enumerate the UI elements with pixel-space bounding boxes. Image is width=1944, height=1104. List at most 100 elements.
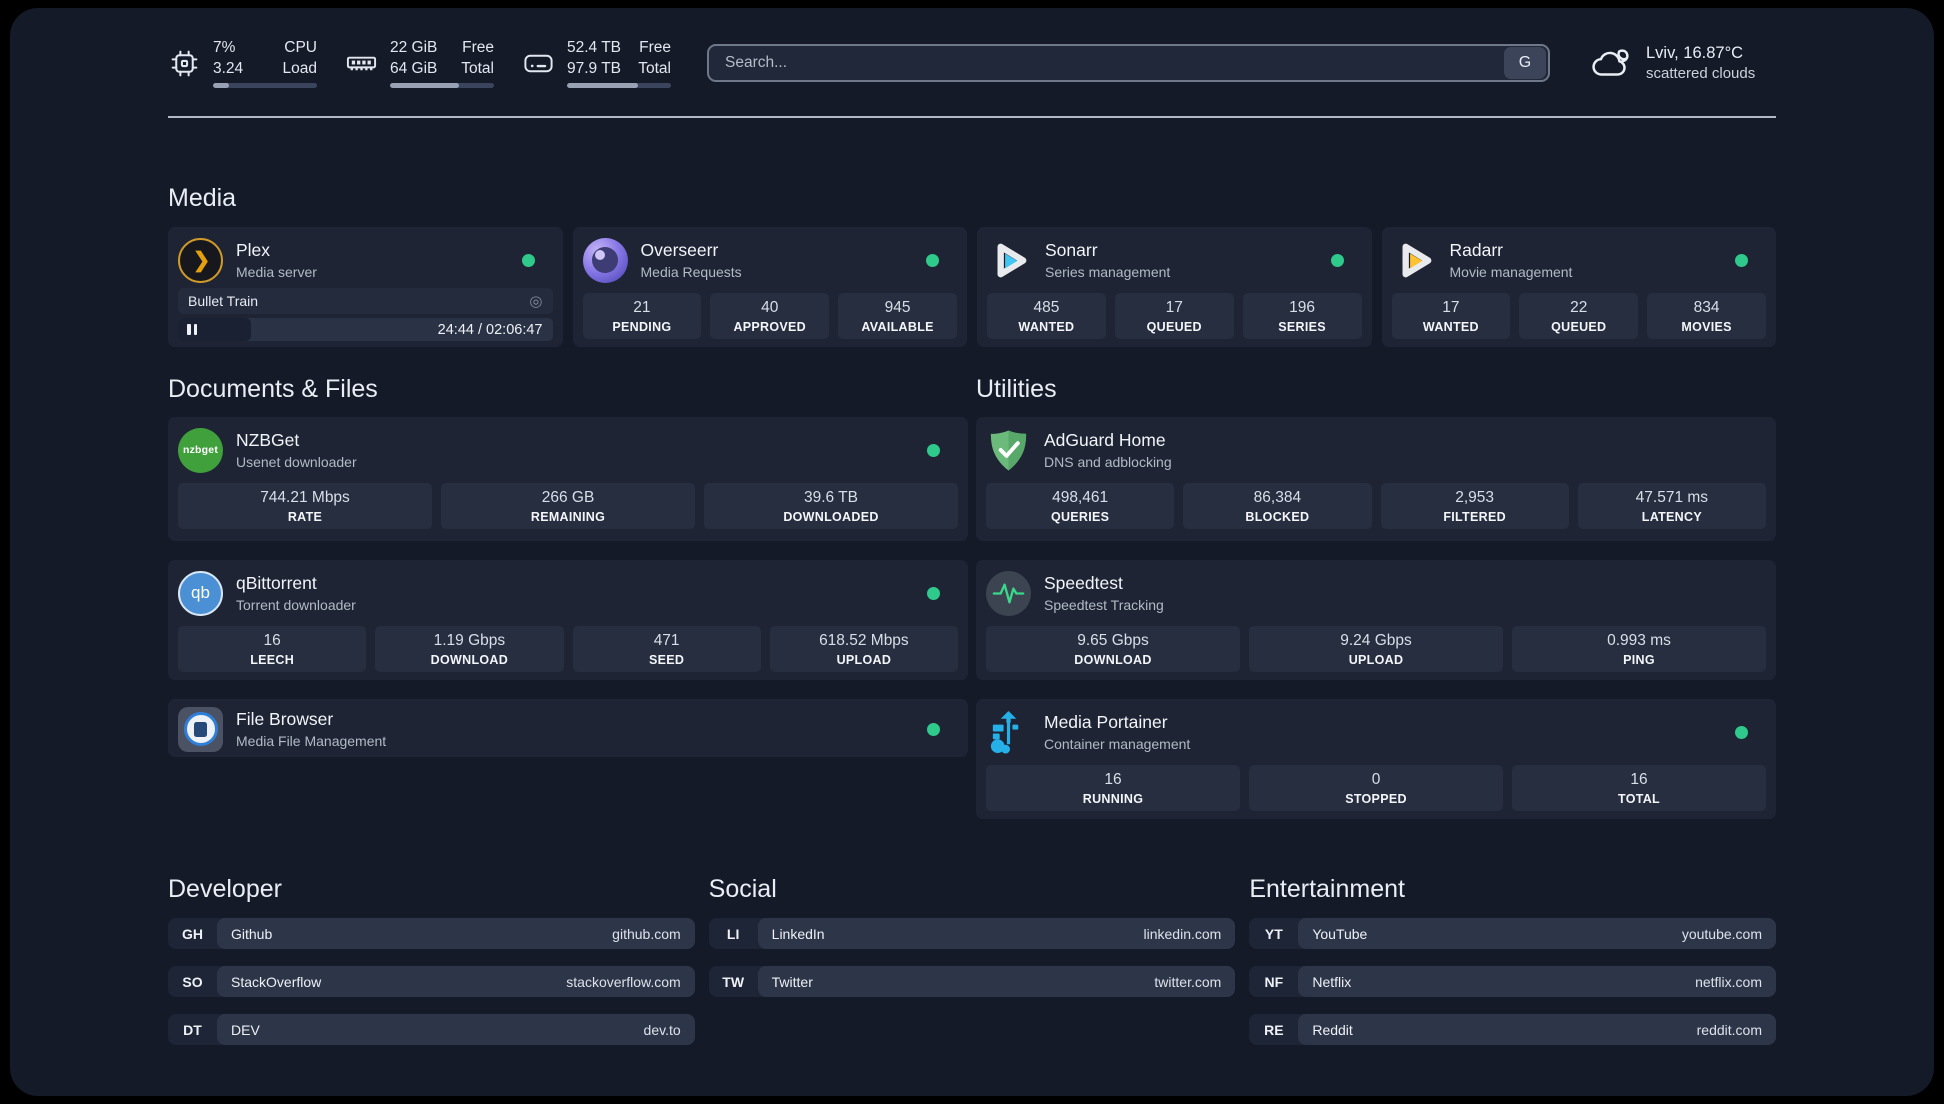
nzbget-icon: nzbget [178, 427, 223, 473]
link-linkedin[interactable]: LI LinkedIn linkedin.com [708, 918, 1236, 949]
section-title-developer: Developer [168, 875, 282, 903]
radarr-icon [1392, 238, 1437, 283]
stat-tile-running: 16 RUNNING [986, 765, 1240, 811]
link-abbr: LI [726, 925, 740, 942]
stat-tile-latency: 47.571 ms LATENCY [1577, 483, 1766, 529]
stat-tile-movies: 834 MOVIES [1647, 293, 1766, 339]
status-online-dot [927, 443, 940, 457]
link-url: dev.to [643, 1021, 681, 1038]
cpu-percent: 7% [213, 39, 236, 57]
playback-progress-bar[interactable]: 24:44 / 02:06:47 [178, 318, 553, 341]
app-card-radarr[interactable]: Radarr Movie management 17 WANTED 22 QUE… [1381, 227, 1776, 347]
app-title-overseerr: Overseerr [640, 240, 719, 260]
app-desc-adguard: DNS and adblocking [1044, 454, 1172, 470]
app-card-speedtest[interactable]: Speedtest Speedtest Tracking 9.65 Gbps D… [976, 560, 1776, 680]
disk-total-value: 97.9 TB [567, 59, 622, 77]
stat-value: 16 [1104, 770, 1122, 788]
cpu-usage-fill [213, 82, 229, 88]
stat-value: 1.19 Gbps [433, 631, 506, 649]
link-name: Twitter [771, 973, 813, 990]
app-title-qbittorrent: qBittorrent [236, 573, 317, 593]
stat-label: PING [1623, 652, 1655, 667]
link-reddit[interactable]: RE Reddit reddit.com [1249, 1014, 1776, 1045]
stat-tile-blocked: 86,384 BLOCKED [1183, 483, 1372, 529]
status-online-dot [521, 253, 535, 267]
stat-value: 40 [761, 298, 779, 316]
plex-icon: ❯ [178, 237, 223, 283]
link-name: LinkedIn [771, 925, 825, 942]
app-desc-portainer: Container management [1044, 736, 1191, 752]
weather-location-temp: Lviv, 16.87°C [1646, 44, 1744, 62]
weather-condition: scattered clouds [1646, 65, 1756, 82]
stat-value: 17 [1165, 298, 1183, 316]
app-desc-qbittorrent: Torrent downloader [236, 597, 356, 613]
playback-time: 24:44 / 02:06:47 [437, 321, 543, 338]
app-card-sonarr[interactable]: Sonarr Series management 485 WANTED 17 Q… [977, 227, 1372, 347]
ram-usage-bar [390, 82, 494, 88]
cpu-stat: 7% 3.24 CPU Load [168, 38, 317, 88]
app-desc-overseerr: Media Requests [640, 264, 742, 280]
app-desc-filebrowser: Media File Management [236, 733, 387, 749]
cpu-icon [171, 50, 198, 76]
app-card-filebrowser[interactable]: File Browser Media File Management [168, 699, 968, 757]
weather-widget: Lviv, 16.87°C scattered clouds [1590, 44, 1776, 82]
ram-icon [346, 56, 377, 70]
stat-label: DOWNLOAD [1074, 652, 1152, 667]
ram-total-label: Total [461, 59, 494, 77]
cloud-icon [1592, 49, 1629, 76]
app-title-sonarr: Sonarr [1045, 240, 1098, 260]
pause-icon[interactable] [187, 324, 197, 335]
section-title-media: Media [168, 184, 237, 212]
cpu-label: CPU [284, 39, 317, 57]
app-desc-nzbget: Usenet downloader [236, 454, 357, 470]
stat-value: 9.24 Gbps [1340, 631, 1412, 649]
stat-label: TOTAL [1617, 791, 1660, 806]
stat-label: BLOCKED [1245, 509, 1310, 524]
section-title-social: Social [708, 875, 777, 903]
link-netflix[interactable]: NF Netflix netflix.com [1249, 966, 1776, 997]
stat-tile-ping: 0.993 ms PING [1512, 626, 1766, 672]
search-engine-button[interactable]: G [1504, 47, 1546, 79]
app-card-overseerr[interactable]: Overseerr Media Requests 21 PENDING 40 A… [572, 227, 967, 347]
search-input[interactable] [709, 46, 1504, 80]
stat-value: 485 [1033, 298, 1060, 316]
app-card-nzbget[interactable]: nzbget NZBGet Usenet downloader 744.21 M… [168, 417, 968, 541]
app-card-plex[interactable]: ❯ Plex Media server Bullet Train ◎ 24:44… [168, 227, 563, 347]
status-online-dot [927, 722, 940, 736]
link-abbr: GH [182, 925, 203, 942]
link-url: reddit.com [1696, 1021, 1762, 1038]
stat-value: 47.571 ms [1635, 488, 1709, 506]
link-github[interactable]: GH Github github.com [168, 918, 695, 949]
disk-icon [524, 54, 553, 72]
stat-label: QUEUED [1146, 319, 1202, 334]
stat-tile-upload: 9.24 Gbps UPLOAD [1249, 626, 1503, 672]
entertainment-links-column: Entertainment YT YouTube youtube.com NF … [1249, 875, 1776, 1045]
stat-tile-queued: 22 QUEUED [1519, 293, 1639, 339]
stat-value: 9.65 Gbps [1077, 631, 1149, 649]
link-youtube[interactable]: YT YouTube youtube.com [1249, 918, 1776, 949]
link-abbr: TW [722, 973, 745, 990]
stat-label: MOVIES [1681, 319, 1732, 334]
link-url: stackoverflow.com [566, 973, 681, 990]
stat-tile-approved: 40 APPROVED [710, 293, 830, 339]
portainer-icon [986, 710, 1031, 755]
qbittorrent-icon: qb [178, 570, 223, 616]
stat-tile-series: 196 SERIES [1242, 293, 1362, 339]
cpu-usage-bar [213, 82, 317, 88]
link-abbr: YT [1264, 925, 1283, 942]
ram-usage-fill [390, 82, 459, 88]
app-desc-radarr: Movie management [1449, 264, 1573, 280]
stat-tile-queued: 17 QUEUED [1114, 293, 1234, 339]
stat-value: 945 [884, 298, 911, 316]
stat-value: 17 [1442, 298, 1460, 316]
app-card-qbittorrent[interactable]: qb qBittorrent Torrent downloader 16 LEE… [168, 560, 968, 680]
app-card-portainer[interactable]: Media Portainer Container management 16 … [976, 699, 1776, 819]
link-twitter[interactable]: TW Twitter twitter.com [708, 966, 1236, 997]
link-dev[interactable]: DT DEV dev.to [168, 1014, 695, 1045]
link-stackoverflow[interactable]: SO StackOverflow stackoverflow.com [168, 966, 695, 997]
app-card-adguard[interactable]: AdGuard Home DNS and adblocking 498,461 … [976, 417, 1776, 541]
link-name: Reddit [1312, 1021, 1353, 1038]
link-url: linkedin.com [1143, 925, 1222, 942]
stat-value: 21 [633, 298, 651, 316]
status-online-dot [927, 586, 940, 600]
